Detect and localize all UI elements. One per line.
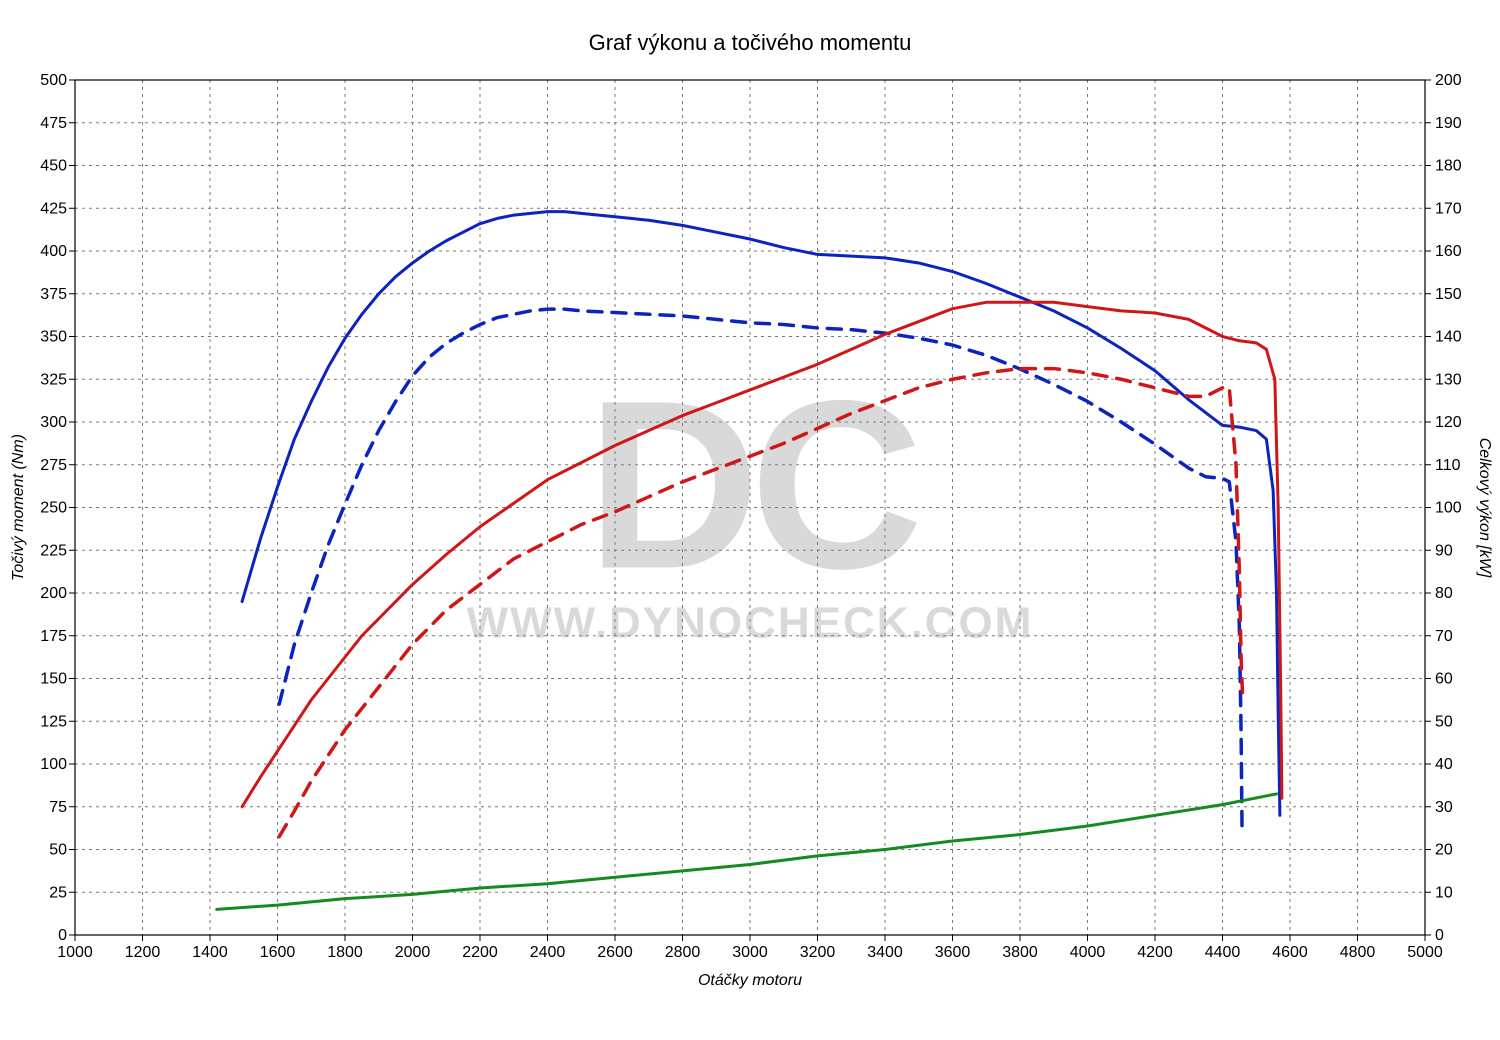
svg-text:170: 170 (1435, 200, 1462, 217)
svg-text:1400: 1400 (192, 944, 228, 961)
svg-text:2000: 2000 (395, 944, 431, 961)
svg-text:50: 50 (49, 842, 67, 859)
svg-text:225: 225 (40, 542, 67, 559)
svg-text:2600: 2600 (597, 944, 633, 961)
svg-text:110: 110 (1435, 457, 1461, 474)
svg-text:1600: 1600 (260, 944, 296, 961)
svg-text:4800: 4800 (1340, 944, 1376, 961)
svg-text:90: 90 (1435, 542, 1453, 559)
svg-text:4000: 4000 (1070, 944, 1106, 961)
svg-text:200: 200 (40, 585, 67, 602)
svg-text:25: 25 (49, 884, 67, 901)
svg-text:2400: 2400 (530, 944, 566, 961)
svg-text:350: 350 (40, 329, 67, 346)
svg-text:50: 50 (1435, 713, 1453, 730)
svg-text:100: 100 (1435, 500, 1462, 517)
svg-text:4600: 4600 (1272, 944, 1308, 961)
svg-text:1800: 1800 (327, 944, 363, 961)
svg-text:1200: 1200 (125, 944, 161, 961)
svg-text:Celkový výkon [kW]: Celkový výkon [kW] (1476, 438, 1493, 578)
series-losses (217, 794, 1277, 909)
svg-text:40: 40 (1435, 756, 1453, 773)
svg-text:0: 0 (1435, 927, 1444, 944)
svg-text:425: 425 (40, 200, 67, 217)
svg-text:5000: 5000 (1407, 944, 1443, 961)
svg-text:375: 375 (40, 286, 67, 303)
svg-text:100: 100 (40, 756, 67, 773)
svg-text:20: 20 (1435, 842, 1453, 859)
svg-text:3400: 3400 (867, 944, 903, 961)
svg-text:475: 475 (40, 115, 67, 132)
svg-text:75: 75 (49, 799, 67, 816)
svg-text:10: 10 (1435, 884, 1453, 901)
svg-text:60: 60 (1435, 671, 1453, 688)
svg-text:4400: 4400 (1205, 944, 1241, 961)
svg-text:450: 450 (40, 158, 67, 175)
chart-svg: DCWWW.DYNOCHECK.COM100012001400160018002… (0, 0, 1500, 1040)
svg-text:130: 130 (1435, 371, 1462, 388)
svg-text:3200: 3200 (800, 944, 836, 961)
svg-text:3600: 3600 (935, 944, 971, 961)
svg-text:180: 180 (1435, 158, 1462, 175)
svg-text:160: 160 (1435, 243, 1462, 260)
svg-text:80: 80 (1435, 585, 1453, 602)
svg-text:4200: 4200 (1137, 944, 1173, 961)
svg-text:2800: 2800 (665, 944, 701, 961)
svg-text:3800: 3800 (1002, 944, 1038, 961)
svg-text:140: 140 (1435, 329, 1462, 346)
svg-text:190: 190 (1435, 115, 1462, 132)
svg-text:400: 400 (40, 243, 67, 260)
svg-text:1000: 1000 (57, 944, 93, 961)
svg-text:175: 175 (40, 628, 67, 645)
svg-text:120: 120 (1435, 414, 1462, 431)
dyno-chart-container: Graf výkonu a točivého momentu DCWWW.DYN… (0, 0, 1500, 1040)
svg-text:150: 150 (1435, 286, 1462, 303)
svg-text:30: 30 (1435, 799, 1453, 816)
svg-text:300: 300 (40, 414, 67, 431)
svg-text:275: 275 (40, 457, 67, 474)
svg-text:Točivý moment (Nm): Točivý moment (Nm) (10, 434, 27, 581)
svg-text:500: 500 (40, 72, 67, 89)
svg-text:2200: 2200 (462, 944, 498, 961)
svg-text:200: 200 (1435, 72, 1462, 89)
svg-text:325: 325 (40, 371, 67, 388)
svg-text:125: 125 (40, 713, 67, 730)
svg-text:Otáčky motoru: Otáčky motoru (698, 972, 802, 989)
svg-text:3000: 3000 (732, 944, 768, 961)
svg-text:70: 70 (1435, 628, 1453, 645)
svg-text:150: 150 (40, 671, 67, 688)
svg-text:250: 250 (40, 500, 67, 517)
svg-text:0: 0 (58, 927, 67, 944)
